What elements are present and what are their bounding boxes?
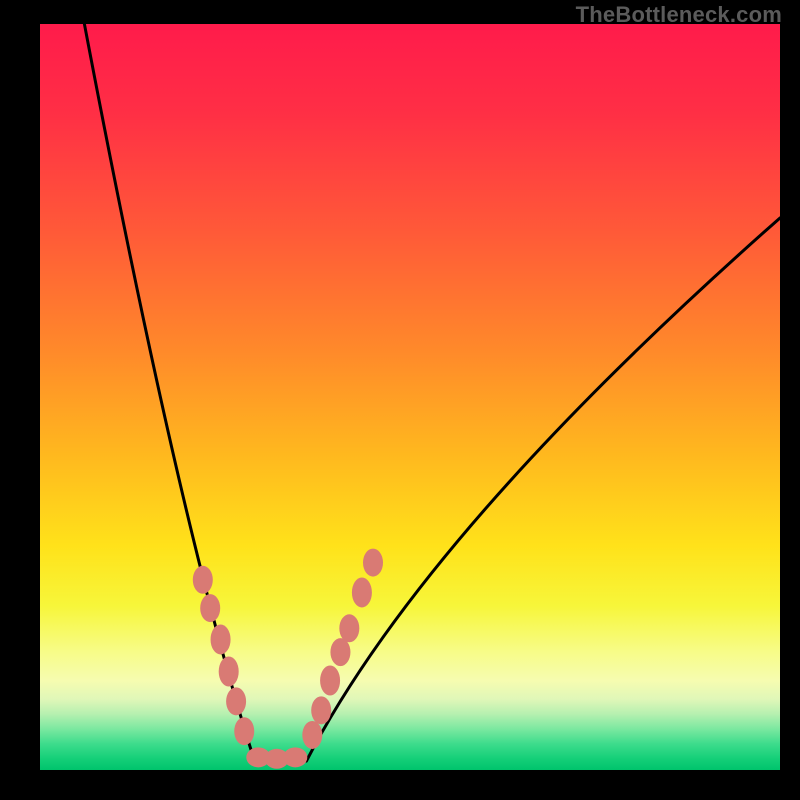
left-bead [193, 566, 213, 594]
chart-root: TheBottleneck.com [0, 0, 800, 800]
bottom-bead [283, 747, 307, 767]
plot-svg [40, 24, 780, 770]
left-bead [200, 594, 220, 622]
right-bead [330, 638, 350, 666]
right-bead [363, 549, 383, 577]
plot-area [40, 24, 780, 770]
left-bead [234, 717, 254, 745]
right-bead [352, 577, 372, 607]
left-bead [219, 657, 239, 687]
gradient-background [40, 24, 780, 770]
right-bead [311, 696, 331, 724]
right-bead [339, 614, 359, 642]
left-bead [226, 687, 246, 715]
right-bead [302, 721, 322, 749]
left-bead [211, 624, 231, 654]
watermark-text: TheBottleneck.com [576, 2, 782, 28]
right-bead [320, 665, 340, 695]
